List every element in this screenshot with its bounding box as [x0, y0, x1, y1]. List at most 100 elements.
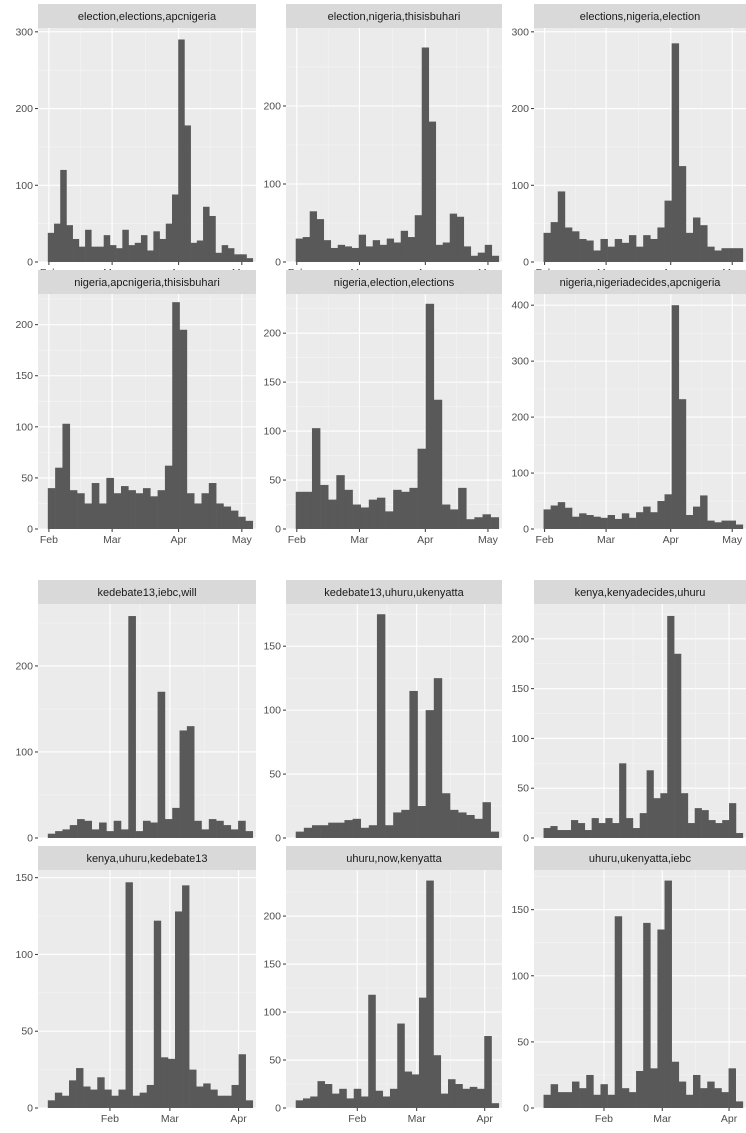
histogram-bar	[694, 808, 702, 838]
histogram-bar	[203, 206, 210, 262]
histogram-bar	[643, 235, 651, 262]
histogram-bar	[128, 490, 136, 529]
y-tick-label: 150	[15, 872, 33, 884]
x-tick-label: Mar	[653, 1113, 672, 1125]
histogram-bar	[91, 246, 98, 262]
histogram-bar	[456, 216, 465, 262]
histogram-bar	[586, 1074, 594, 1108]
histogram-bar	[353, 1088, 362, 1108]
histogram-bar	[700, 1088, 708, 1108]
histogram-bar	[153, 920, 162, 1108]
histogram-bar	[458, 487, 467, 529]
histogram-bar	[417, 806, 426, 838]
histogram-bar	[153, 231, 160, 262]
histogram-bar	[164, 819, 173, 838]
histogram-bar	[470, 255, 479, 262]
panel-strip	[534, 4, 746, 28]
histogram-bar	[401, 809, 410, 838]
histogram-bar	[186, 493, 195, 529]
histogram-bar	[628, 1092, 637, 1108]
y-tick-label: 50	[517, 1036, 529, 1048]
histogram-bar	[135, 831, 144, 838]
histogram-bar	[83, 1086, 91, 1108]
histogram-bar	[337, 244, 346, 262]
histogram-bar	[735, 833, 744, 838]
histogram-bar	[134, 242, 142, 262]
histogram-bar	[714, 522, 722, 529]
y-tick-label: 200	[15, 660, 33, 672]
x-tick-label: Apr	[417, 534, 434, 546]
histogram-bar	[103, 235, 111, 262]
y-tick-label: 200	[263, 101, 281, 113]
histogram-bar	[425, 710, 435, 838]
histogram-bar	[577, 823, 586, 838]
histogram-bar	[564, 227, 573, 262]
histogram-bar	[572, 1081, 580, 1108]
histogram-bar	[653, 798, 661, 838]
histogram-bar	[84, 820, 93, 838]
histogram-bar	[632, 828, 641, 838]
histogram-bar	[701, 810, 709, 838]
panel: nigeria,apcnigeria,thisisbuhari 0 50 100 150…	[15, 270, 256, 546]
y-tick-label: 0	[27, 833, 33, 845]
y-tick-label: 0	[275, 1103, 281, 1115]
histogram-bar	[113, 493, 122, 529]
histogram-bar	[234, 254, 241, 262]
histogram-bar	[614, 518, 623, 529]
histogram-bar	[714, 250, 722, 262]
histogram-bar	[636, 1070, 644, 1108]
histogram-bar	[607, 515, 616, 529]
y-tick-label: 150	[511, 683, 529, 695]
x-tick-label: May	[232, 534, 253, 546]
histogram-bar	[491, 1103, 500, 1108]
histogram-bar	[215, 252, 222, 262]
histogram-bar	[344, 246, 353, 262]
y-tick-label: 100	[511, 180, 529, 192]
histogram-bar	[309, 211, 318, 262]
histogram-bar	[564, 830, 572, 838]
histogram-bar	[47, 488, 56, 529]
histogram-bar	[543, 1094, 551, 1108]
y-tick-label: 150	[15, 370, 33, 382]
panel-background	[38, 604, 256, 838]
y-tick-label: 200	[263, 911, 281, 923]
histogram-bar	[721, 1092, 729, 1108]
y-tick-label: 100	[263, 179, 281, 191]
x-tick-label: Feb	[40, 534, 58, 546]
panel-strip	[286, 580, 502, 604]
histogram-bar	[238, 516, 246, 529]
y-tick-label: 150	[511, 904, 529, 916]
histogram-bar	[674, 653, 682, 838]
histogram-bar	[628, 517, 637, 529]
histogram-bar	[303, 827, 313, 838]
histogram-bar	[111, 1095, 119, 1108]
histogram-bar	[201, 493, 210, 529]
histogram-bar	[331, 1093, 340, 1108]
histogram-bar	[389, 1088, 398, 1108]
histogram-bar	[142, 488, 151, 529]
histogram-bar	[160, 1057, 169, 1108]
histogram-bar	[97, 1077, 105, 1108]
histogram-bar	[99, 822, 107, 838]
histogram-bar	[442, 242, 451, 262]
panel-strip	[38, 846, 256, 870]
panel: elections,nigeria,election0100200300FebM…	[511, 4, 746, 279]
histogram-bar	[693, 506, 701, 529]
histogram-bar	[99, 503, 107, 529]
y-tick-label: 400	[511, 300, 529, 312]
y-tick-label: 100	[511, 733, 529, 745]
y-tick-label: 50	[269, 769, 281, 781]
panel-strip	[38, 4, 256, 28]
histogram-bar	[295, 831, 305, 838]
histogram-bar	[685, 232, 694, 262]
histogram-bar	[77, 493, 85, 529]
histogram-bar	[721, 248, 729, 262]
histogram-bar	[426, 880, 434, 1108]
histogram-bar	[385, 825, 394, 838]
histogram-bar	[393, 489, 402, 529]
histogram-bar	[316, 219, 325, 262]
y-tick-label: 100	[511, 970, 529, 982]
y-tick-label: 0	[275, 833, 281, 845]
histogram-bar	[612, 823, 620, 838]
histogram-bar	[128, 245, 136, 262]
